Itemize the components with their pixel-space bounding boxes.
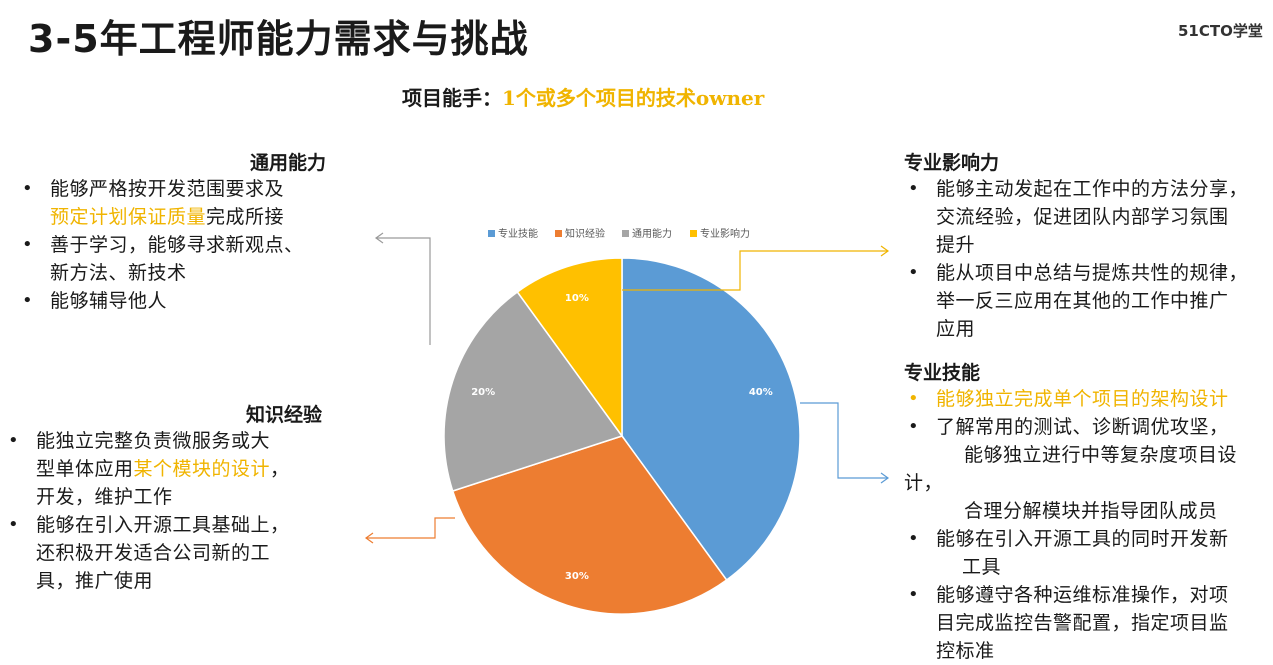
- connector-arrows: [364, 232, 890, 544]
- section-influence-title: 专业影响力: [904, 152, 1000, 174]
- arrow-influence-head: [880, 245, 890, 257]
- pie-slice-1: [621, 257, 801, 582]
- pie-label-4: 10%: [565, 293, 589, 304]
- list-item: 能够独立进行中等复杂度项目设: [964, 444, 1238, 466]
- page-subtitle: 项目能手：1个或多个项目的技术owner: [402, 82, 764, 111]
- pie-slice-3: [443, 290, 624, 492]
- brand-logo: 51CTO学堂: [1178, 22, 1263, 40]
- legend-item-1: 专业技能: [488, 227, 538, 240]
- list-item: 能够辅导他人: [18, 287, 378, 315]
- subtitle-highlight: 1个或多个项目的技术owner: [502, 86, 765, 110]
- legend-label: 知识经验: [565, 227, 605, 240]
- pie-label-1: 40%: [749, 387, 773, 398]
- pie-slices: [443, 257, 801, 615]
- legend-item-4: 专业影响力: [690, 227, 750, 240]
- page-title: 3-5年工程师能力需求与挑战: [28, 17, 529, 61]
- legend-swatch: [690, 230, 697, 237]
- pie-label-3: 20%: [471, 387, 495, 398]
- legend-label: 通用能力: [632, 227, 672, 240]
- skills-list: 能够独立完成单个项目的架构设计 了解常用的测试、诊断调优攻坚， 能够独立进行中等…: [904, 385, 1272, 665]
- list-item: 计，: [904, 472, 944, 494]
- subtitle-prefix: 项目能手：: [402, 86, 502, 110]
- section-skills-title: 专业技能: [904, 362, 981, 384]
- list-item: 合理分解模块并指导团队成员: [964, 500, 1218, 522]
- pie-slice-2: [451, 435, 728, 615]
- pie-slice-4: [516, 257, 623, 439]
- legend-swatch: [555, 230, 562, 237]
- arrow-knowledge-head: [364, 532, 374, 544]
- arrow-skills-head: [880, 472, 890, 484]
- section-skills: 专业技能 能够独立完成单个项目的架构设计 了解常用的测试、诊断调优攻坚， 能够独…: [904, 358, 1272, 665]
- list-item: 了解常用的测试、诊断调优攻坚，: [904, 413, 1272, 441]
- chart-legend: 专业技能 知识经验 通用能力 专业影响力: [488, 227, 750, 240]
- legend-label: 专业技能: [498, 227, 538, 240]
- pie-label-2: 30%: [565, 571, 589, 582]
- arrow-skills: [800, 402, 888, 479]
- arrow-influence: [622, 250, 888, 291]
- legend-item-3: 通用能力: [622, 227, 672, 240]
- list-item: 能够独立完成单个项目的架构设计: [904, 385, 1272, 413]
- pie-percent-labels: 40% 30% 20% 10%: [471, 293, 773, 582]
- section-knowledge-title: 知识经验: [246, 404, 323, 426]
- arrow-general: [376, 237, 431, 345]
- section-influence: 专业影响力 能够主动发起在工作中的方法分享，交流经验，促进团队内部学习氛围提升 …: [904, 148, 1272, 343]
- legend-swatch: [488, 230, 495, 237]
- legend-item-2: 知识经验: [555, 227, 605, 240]
- legend-label: 专业影响力: [700, 227, 750, 240]
- arrow-knowledge: [366, 517, 455, 539]
- legend-swatch: [622, 230, 629, 237]
- section-general-title: 通用能力: [250, 152, 327, 174]
- list-item: 善于学习，能够寻求新观点、新方法、新技术: [18, 231, 378, 287]
